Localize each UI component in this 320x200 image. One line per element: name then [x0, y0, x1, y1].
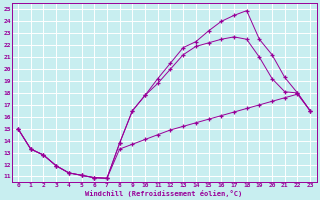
- X-axis label: Windchill (Refroidissement éolien,°C): Windchill (Refroidissement éolien,°C): [85, 190, 243, 197]
